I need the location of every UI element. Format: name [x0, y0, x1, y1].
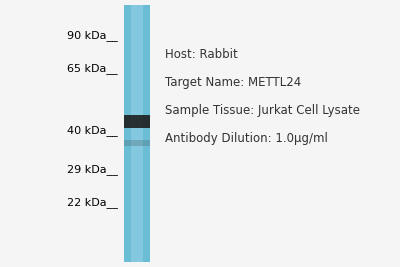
Text: 22 kDa__: 22 kDa__ [67, 198, 118, 208]
Text: Antibody Dilution: 1.0μg/ml: Antibody Dilution: 1.0μg/ml [165, 132, 328, 145]
Text: 90 kDa__: 90 kDa__ [67, 31, 118, 41]
Bar [124, 140, 150, 146]
Text: 65 kDa__: 65 kDa__ [67, 63, 118, 73]
Bar [124, 5, 150, 262]
Text: 29 kDa__: 29 kDa__ [67, 164, 118, 175]
Bar [131, 5, 143, 262]
Text: Sample Tissue: Jurkat Cell Lysate: Sample Tissue: Jurkat Cell Lysate [165, 104, 360, 117]
Text: Host: Rabbit: Host: Rabbit [165, 48, 238, 61]
Text: Target Name: METTL24: Target Name: METTL24 [165, 76, 302, 89]
Text: 40 kDa__: 40 kDa__ [67, 125, 118, 136]
Bar [124, 115, 150, 128]
